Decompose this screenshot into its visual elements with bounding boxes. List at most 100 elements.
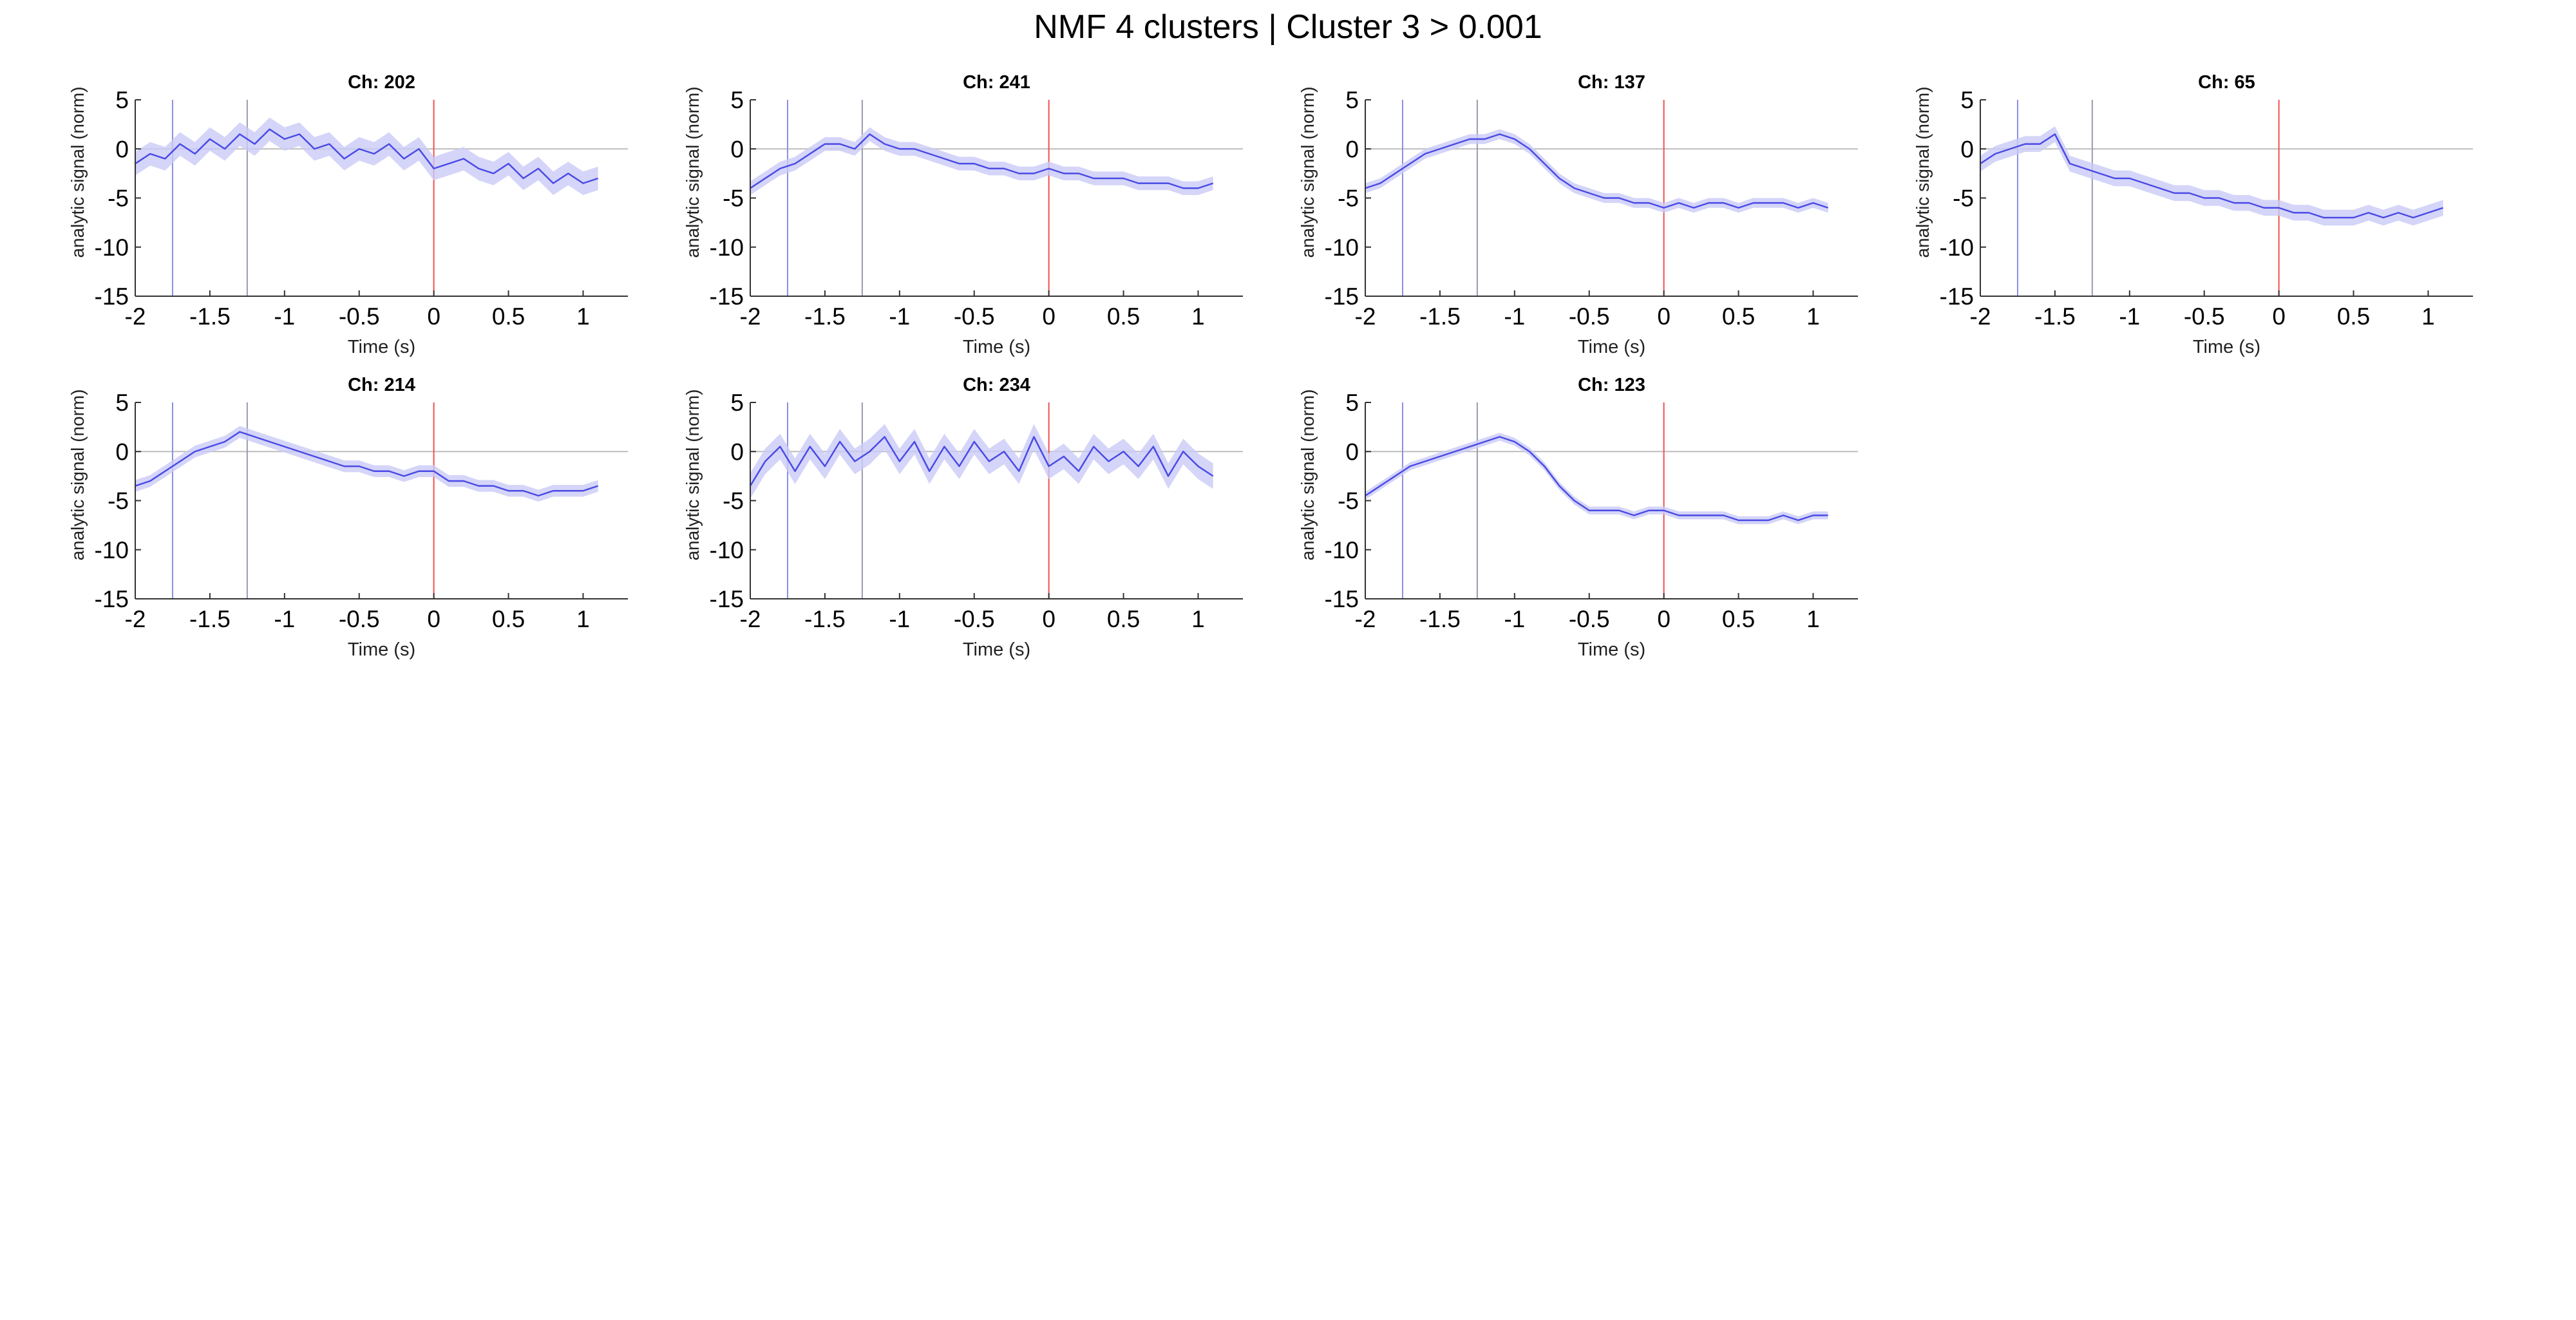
y-tick-label: 0 <box>1345 136 1359 162</box>
x-tick-label: -1 <box>889 303 910 330</box>
signal-line <box>135 128 599 184</box>
x-tick-label: 0.5 <box>492 606 525 632</box>
x-axis-label: Time (s) <box>963 639 1030 660</box>
x-tick-label: -1.5 <box>804 303 846 330</box>
subplot-title: Ch: 214 <box>348 375 415 395</box>
x-tick-label: 0.5 <box>1722 606 1755 632</box>
x-tick-label: -1.5 <box>1419 303 1461 330</box>
error-band <box>1365 129 1828 213</box>
x-tick-label: -1.5 <box>189 606 231 632</box>
x-axis-label: Time (s) <box>963 337 1030 357</box>
figure-title: NMF 4 clusters | Cluster 3 > 0.001 <box>1034 8 1542 46</box>
y-tick-label: 5 <box>1345 390 1359 416</box>
y-tick-label: -15 <box>1940 283 1974 310</box>
subplot-title: Ch: 123 <box>1578 375 1645 395</box>
x-axis-label: Time (s) <box>348 337 415 357</box>
y-tick-label: -15 <box>1325 586 1359 612</box>
error-band <box>750 424 1213 499</box>
x-tick-label: 1 <box>2421 303 2435 330</box>
x-tick-label: 1 <box>576 606 590 632</box>
y-tick-label: 0 <box>1345 438 1359 465</box>
subplot-panel: Ch: 65 5 0 -5 -10 -15-2 -1.5 -1 -0.5 0 0.5 1 Time (s… <box>1913 72 2473 357</box>
subplot-title: Ch: 202 <box>348 72 415 93</box>
x-tick-label: -1.5 <box>2034 303 2076 330</box>
x-tick-label: 0.5 <box>1722 303 1755 330</box>
x-tick-label: -1 <box>1504 606 1525 632</box>
y-tick-label: 5 <box>1345 87 1359 113</box>
y-tick-label: -10 <box>95 537 129 563</box>
y-axis-label: analytic signal (norm) <box>683 86 703 258</box>
x-tick-label: -2 <box>1355 606 1376 632</box>
x-tick-label: -0.5 <box>339 303 380 330</box>
subplot-panel: Ch: 214 5 0 -5 -10 -15-2 -1.5 -1 -0.5 0 0.5 1 Time (… <box>68 375 628 660</box>
x-tick-label: -1 <box>274 606 295 632</box>
y-tick-label: 5 <box>730 390 744 416</box>
y-axis-label: analytic signal (norm) <box>68 86 88 258</box>
y-tick-label: 5 <box>115 87 129 113</box>
x-tick-label: -0.5 <box>1569 303 1610 330</box>
y-tick-label: 0 <box>730 136 744 162</box>
x-axis-label: Time (s) <box>1578 337 1645 357</box>
y-tick-label: -5 <box>1953 185 1974 212</box>
signal-line <box>1365 436 1828 522</box>
signal-line <box>135 431 599 497</box>
y-tick-label: -5 <box>108 185 129 212</box>
subplot-title: Ch: 234 <box>963 375 1030 395</box>
error-band <box>750 127 1213 195</box>
subplot-panel: Ch: 234 5 0 -5 -10 -15-2 -1.5 -1 -0.5 0 0.5 1 Time (… <box>683 375 1243 660</box>
x-tick-label: -2 <box>1970 303 1991 330</box>
y-tick-label: -15 <box>710 586 744 612</box>
x-tick-label: 0 <box>1657 303 1671 330</box>
y-tick-label: -15 <box>95 283 129 310</box>
y-tick-label: -5 <box>108 488 129 514</box>
y-tick-label: 5 <box>730 87 744 113</box>
x-tick-label: -1.5 <box>189 303 231 330</box>
y-tick-label: -10 <box>95 234 129 261</box>
x-tick-label: -1 <box>1504 303 1525 330</box>
x-tick-label: 1 <box>1191 606 1205 632</box>
x-tick-label: -1.5 <box>1419 606 1461 632</box>
y-tick-label: -5 <box>723 185 744 212</box>
y-tick-label: -5 <box>723 488 744 514</box>
x-tick-label: 0 <box>427 303 440 330</box>
signal-line <box>1365 133 1829 209</box>
y-axis-label: analytic signal (norm) <box>68 389 88 560</box>
y-tick-label: -10 <box>710 537 744 563</box>
y-tick-label: 0 <box>1960 136 1974 162</box>
y-tick-label: 0 <box>115 438 129 465</box>
x-tick-label: -2 <box>740 606 761 632</box>
y-tick-label: -15 <box>710 283 744 310</box>
y-axis-label: analytic signal (norm) <box>1298 86 1318 258</box>
subplot-panel: Ch: 202 5 0 -5 -10 -15-2 -1.5 -1 -0.5 0 0.5 1 Time (… <box>68 72 628 357</box>
subplot-title: Ch: 241 <box>963 72 1030 93</box>
x-tick-label: -1 <box>274 303 295 330</box>
y-tick-label: -5 <box>1338 185 1359 212</box>
subplot-panel: Ch: 137 5 0 -5 -10 -15-2 -1.5 -1 -0.5 0 0.5 1 Time (… <box>1298 72 1858 357</box>
signal-line <box>749 436 1214 487</box>
x-tick-label: -2 <box>125 606 146 632</box>
y-tick-label: 0 <box>730 438 744 465</box>
x-tick-label: 0.5 <box>1107 606 1140 632</box>
y-axis-label: analytic signal (norm) <box>1298 389 1318 560</box>
y-tick-label: -10 <box>1940 234 1974 261</box>
x-tick-label: 0 <box>1042 303 1056 330</box>
x-tick-label: 1 <box>1806 606 1820 632</box>
x-tick-label: 0 <box>1657 606 1671 632</box>
y-tick-label: -5 <box>1338 488 1359 514</box>
y-tick-label: -10 <box>1325 234 1359 261</box>
error-band <box>1980 126 2443 226</box>
x-tick-label: 0.5 <box>492 303 525 330</box>
signal-line <box>750 133 1214 189</box>
x-tick-label: 0.5 <box>1107 303 1140 330</box>
x-tick-label: -2 <box>1355 303 1376 330</box>
x-tick-label: -0.5 <box>954 303 995 330</box>
subplot-title: Ch: 65 <box>2198 72 2255 93</box>
x-tick-label: -1.5 <box>804 606 846 632</box>
x-tick-label: -0.5 <box>2184 303 2225 330</box>
x-tick-label: -1 <box>889 606 910 632</box>
x-tick-label: 0 <box>1042 606 1056 632</box>
x-axis-label: Time (s) <box>1578 639 1645 660</box>
error-band <box>135 426 598 502</box>
y-tick-label: 5 <box>1960 87 1974 113</box>
